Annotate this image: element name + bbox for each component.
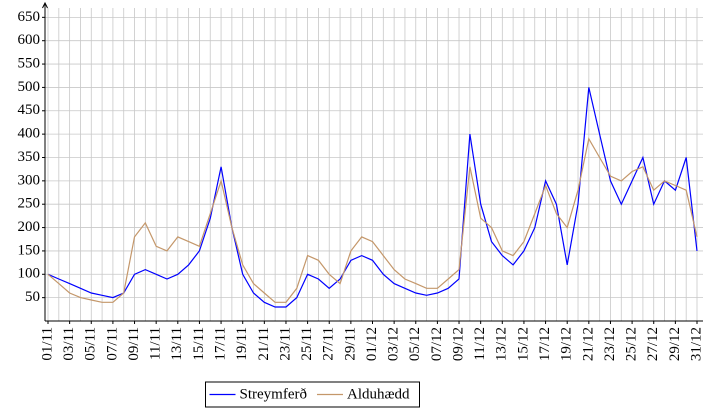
x-tick-label: 13/12: [494, 327, 510, 361]
legend: Streymferð Alduhædd: [205, 381, 420, 408]
x-tick-label: 11/12: [472, 327, 488, 361]
y-tick-label: 300: [18, 172, 41, 188]
x-tick-label: 19/11: [234, 327, 250, 361]
x-tick-label: 19/12: [559, 327, 575, 361]
x-tick-label: 21/12: [580, 327, 596, 361]
x-tick-label: 21/11: [256, 327, 272, 361]
x-tick-label: 29/12: [667, 327, 683, 361]
x-tick-label: 25/11: [299, 327, 315, 361]
y-axis-arrow: [42, 1, 48, 9]
legend-box: [205, 381, 420, 408]
y-tick-label: 200: [18, 219, 41, 235]
x-tick-label: 09/11: [126, 327, 142, 361]
y-tick-label: 400: [18, 126, 41, 142]
x-tick-label: 27/12: [645, 327, 661, 361]
y-tick-label: 100: [18, 266, 41, 282]
x-tick-label: 09/12: [450, 327, 466, 361]
x-tick-label: 15/11: [191, 327, 207, 361]
x-tick-label: 03/11: [61, 327, 77, 361]
x-tick-label: 05/12: [407, 327, 423, 361]
legend-label: Streymferð: [240, 386, 307, 402]
x-tick-label: 13/11: [169, 327, 185, 361]
y-tick-label: 600: [18, 32, 41, 48]
x-tick-label: 17/11: [213, 327, 229, 361]
x-tick-label: 05/11: [83, 327, 99, 361]
x-tick-label: 23/11: [277, 327, 293, 361]
y-tick-label: 550: [18, 55, 41, 71]
x-tick-label: 07/11: [104, 327, 120, 361]
y-tick-label: 350: [18, 149, 41, 165]
x-tick-label: 03/12: [386, 327, 402, 361]
x-tick-label: 01/12: [364, 327, 380, 361]
series-line: [47, 137, 698, 303]
y-tick-label: 150: [18, 242, 41, 258]
x-tick-label: 17/12: [537, 327, 553, 361]
y-tick-label: 450: [18, 102, 41, 118]
x-tick-label: 01/11: [39, 327, 55, 361]
series-line: [47, 87, 698, 308]
y-tick-label: 500: [18, 79, 41, 95]
x-tick-label: 07/12: [429, 327, 445, 361]
x-tick-label: 23/12: [602, 327, 618, 361]
x-tick-label: 27/11: [321, 327, 337, 361]
x-tick-label: 11/11: [148, 327, 164, 360]
y-tick-label: 50: [25, 289, 40, 305]
legend-label: Alduhædd: [347, 386, 410, 402]
x-tick-label: 29/11: [342, 327, 358, 361]
y-tick-label: 650: [18, 9, 41, 25]
x-tick-label: 25/12: [624, 327, 640, 361]
y-tick-label: 250: [18, 196, 41, 212]
x-tick-label: 31/12: [688, 327, 704, 361]
x-tick-label: 15/12: [515, 327, 531, 361]
